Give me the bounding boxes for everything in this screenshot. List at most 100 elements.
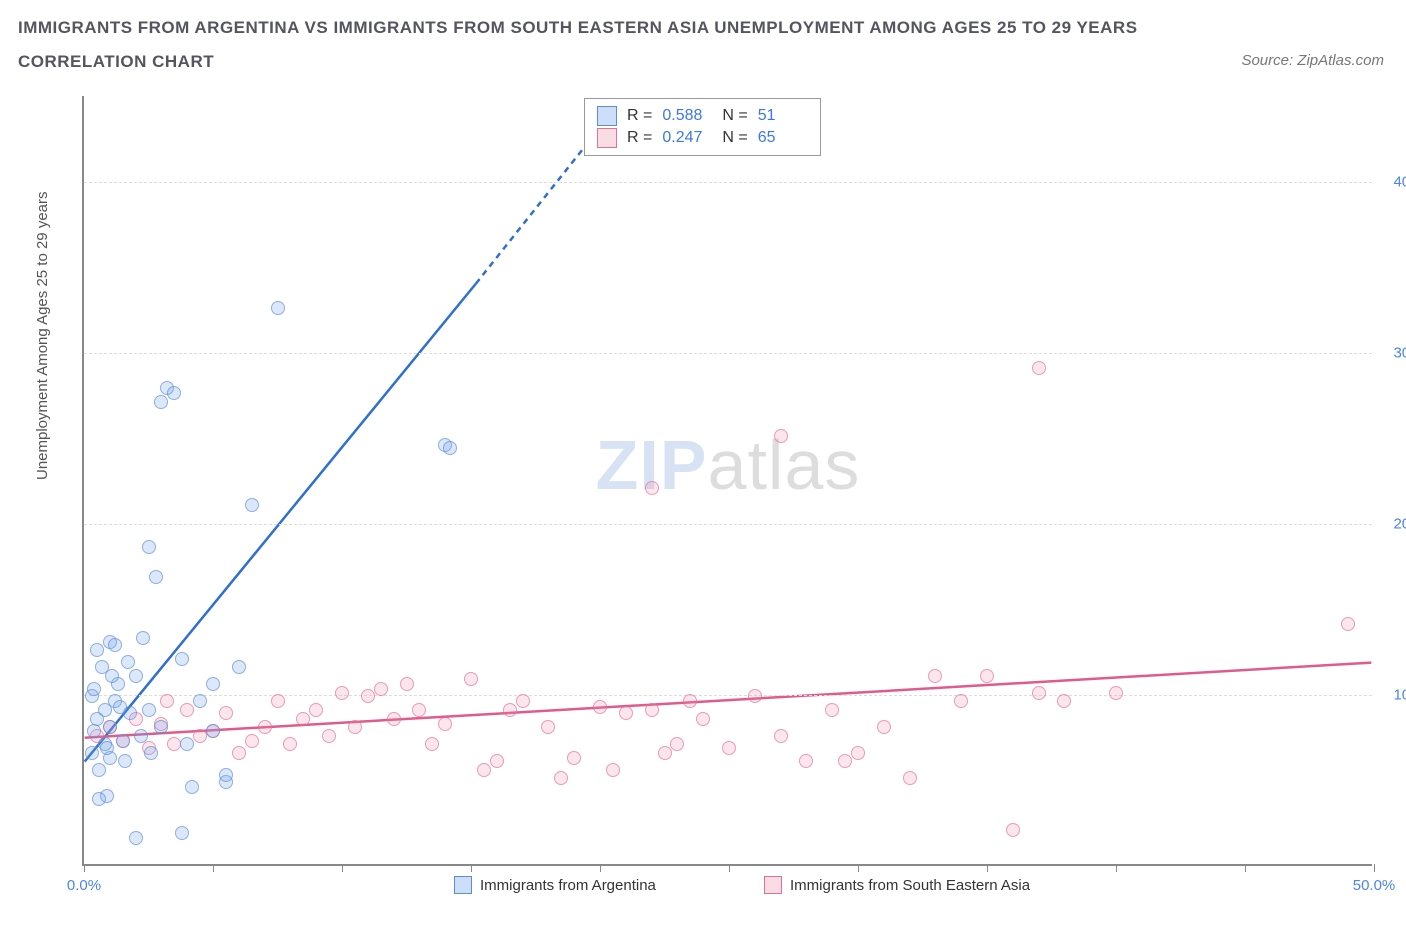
scatter-point-series2 [283, 737, 297, 751]
scatter-point-series1 [90, 643, 104, 657]
scatter-point-series2 [567, 751, 581, 765]
scatter-point-series2 [335, 686, 349, 700]
gridline-h [84, 524, 1372, 525]
xtick [84, 864, 85, 872]
xtick-label: 0.0% [67, 877, 101, 894]
stats-r-value-series2: 0.247 [662, 129, 712, 147]
ytick-label: 40.0% [1393, 173, 1406, 190]
legend-series2: Immigrants from South Eastern Asia [764, 876, 1030, 894]
scatter-point-series1 [154, 395, 168, 409]
scatter-point-series2 [606, 763, 620, 777]
scatter-point-series1 [149, 570, 163, 584]
scatter-point-series2 [193, 729, 207, 743]
scatter-point-series1 [175, 826, 189, 840]
xtick [213, 864, 214, 872]
scatter-point-series2 [1032, 686, 1046, 700]
source-label: Source: ZipAtlas.com [1241, 52, 1384, 69]
scatter-point-series1 [167, 386, 181, 400]
scatter-point-series2 [877, 720, 891, 734]
watermark: ZIPatlas [596, 425, 861, 505]
scatter-point-series2 [696, 712, 710, 726]
scatter-point-series2 [412, 703, 426, 717]
xtick-label: 50.0% [1353, 877, 1396, 894]
scatter-point-series2 [645, 481, 659, 495]
scatter-point-series2 [245, 734, 259, 748]
scatter-point-series2 [309, 703, 323, 717]
scatter-point-series2 [322, 729, 336, 743]
scatter-point-series2 [722, 741, 736, 755]
xtick [600, 864, 601, 872]
stats-row-series1: R = 0.588 N = 51 [597, 105, 808, 127]
gridline-h [84, 182, 1372, 183]
scatter-point-series2 [438, 717, 452, 731]
scatter-point-series2 [167, 737, 181, 751]
chart-title-line1: IMMIGRANTS FROM ARGENTINA VS IMMIGRANTS … [18, 18, 1138, 38]
scatter-point-series2 [400, 677, 414, 691]
scatter-point-series2 [903, 771, 917, 785]
scatter-point-series2 [425, 737, 439, 751]
scatter-point-series1 [129, 831, 143, 845]
scatter-point-series2 [258, 720, 272, 734]
scatter-point-series1 [142, 703, 156, 717]
legend-swatch-series1 [454, 876, 472, 894]
scatter-point-series2 [683, 694, 697, 708]
scatter-point-series2 [658, 746, 672, 760]
scatter-point-series2 [160, 694, 174, 708]
scatter-point-series2 [554, 771, 568, 785]
scatter-point-series2 [619, 706, 633, 720]
scatter-point-series2 [851, 746, 865, 760]
stats-r-label: R = [627, 129, 652, 147]
scatter-point-series2 [980, 669, 994, 683]
gridline-h [84, 353, 1372, 354]
xtick [342, 864, 343, 872]
scatter-point-series1 [245, 498, 259, 512]
scatter-point-series1 [219, 768, 233, 782]
xtick [1116, 864, 1117, 872]
scatter-point-series1 [85, 746, 99, 760]
stats-box: R = 0.588 N = 51 R = 0.247 N = 65 [584, 98, 821, 156]
scatter-point-series2 [180, 703, 194, 717]
scatter-point-series1 [232, 660, 246, 674]
stats-n-value-series1: 51 [758, 107, 808, 125]
scatter-point-series2 [670, 737, 684, 751]
xtick [987, 864, 988, 872]
scatter-point-series2 [348, 720, 362, 734]
scatter-point-series2 [387, 712, 401, 726]
scatter-point-series2 [593, 700, 607, 714]
stats-r-label: R = [627, 107, 652, 125]
scatter-point-series1 [271, 301, 285, 315]
xtick [1374, 864, 1375, 872]
scatter-point-series2 [490, 754, 504, 768]
scatter-point-series1 [185, 780, 199, 794]
scatter-point-series1 [87, 682, 101, 696]
scatter-point-series2 [1109, 686, 1123, 700]
scatter-point-series1 [154, 720, 168, 734]
legend-series1: Immigrants from Argentina [454, 876, 656, 894]
scatter-point-series2 [374, 682, 388, 696]
scatter-point-series2 [954, 694, 968, 708]
scatter-point-series1 [121, 655, 135, 669]
stats-row-series2: R = 0.247 N = 65 [597, 127, 808, 149]
chart-area: ZIPatlas R = 0.588 N = 51 R = 0.247 N = … [64, 96, 1384, 866]
plot-region: ZIPatlas R = 0.588 N = 51 R = 0.247 N = … [82, 96, 1372, 866]
stats-swatch-series2 [597, 128, 617, 148]
scatter-point-series2 [271, 694, 285, 708]
scatter-point-series2 [219, 706, 233, 720]
scatter-point-series1 [134, 729, 148, 743]
scatter-point-series2 [928, 669, 942, 683]
xtick [471, 864, 472, 872]
scatter-point-series1 [118, 754, 132, 768]
scatter-point-series2 [1057, 694, 1071, 708]
scatter-point-series2 [825, 703, 839, 717]
stats-n-label: N = [722, 129, 747, 147]
stats-swatch-series1 [597, 106, 617, 126]
xtick [1245, 864, 1246, 872]
legend-label-series2: Immigrants from South Eastern Asia [790, 877, 1030, 894]
scatter-point-series2 [296, 712, 310, 726]
scatter-point-series2 [799, 754, 813, 768]
scatter-point-series2 [645, 703, 659, 717]
scatter-point-series1 [443, 441, 457, 455]
scatter-point-series2 [464, 672, 478, 686]
scatter-point-series1 [206, 677, 220, 691]
scatter-point-series1 [129, 669, 143, 683]
